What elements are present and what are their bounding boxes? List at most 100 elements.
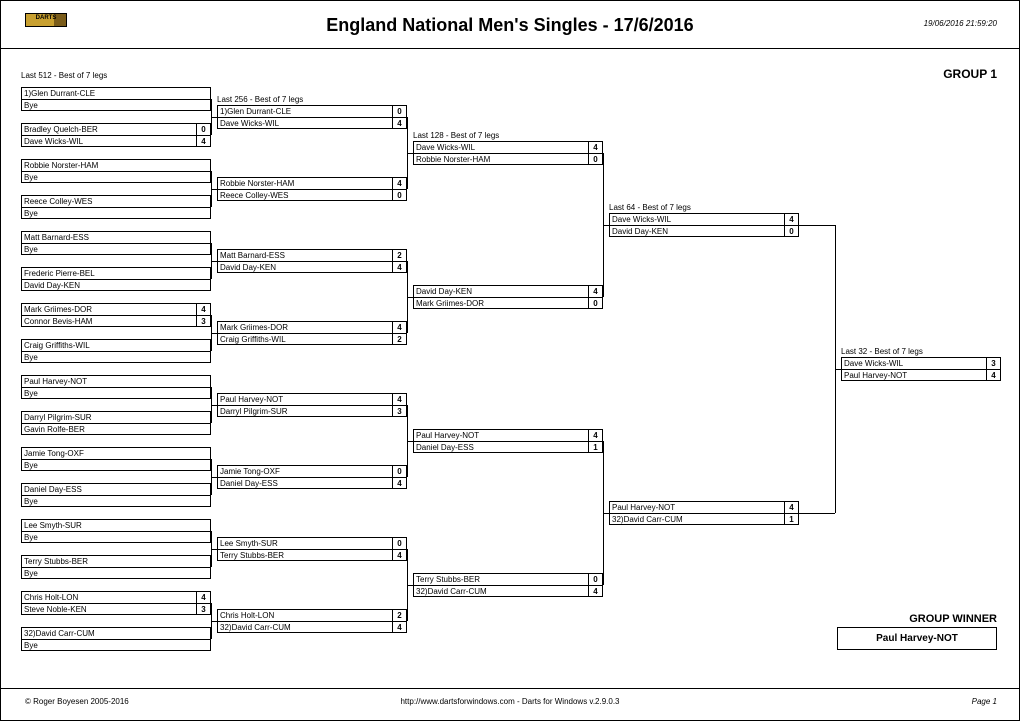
player-name: 32)David Carr-CUM: [22, 628, 210, 639]
r512-match: Bradley Quelch-BER0Dave Wicks-WIL4: [21, 123, 211, 147]
player-score: 0: [392, 190, 406, 200]
player-name: Paul Harvey-NOT: [414, 430, 588, 441]
page-header: DARTS England National Men's Singles - 1…: [1, 9, 1019, 49]
player-score: 4: [986, 370, 1000, 380]
r512-match: Daniel Day-ESSBye: [21, 483, 211, 507]
r128-match: David Day-KEN4Mark Griimes-DOR0: [413, 285, 603, 309]
r128-match: Paul Harvey-NOT4Daniel Day-ESS1: [413, 429, 603, 453]
player-name: Terry Stubbs-BER: [414, 574, 588, 585]
player-score: 4: [588, 586, 602, 596]
player-score: 0: [196, 124, 210, 135]
r512-match: 32)David Carr-CUMBye: [21, 627, 211, 651]
player-score: 4: [392, 178, 406, 189]
player-name: Gavin Rolfe-BER: [22, 424, 210, 434]
player-name: Paul Harvey-NOT: [842, 370, 986, 380]
r256-match: Lee Smyth-SUR0Terry Stubbs-BER4: [217, 537, 407, 561]
player-score: 4: [588, 430, 602, 441]
r256-match: Jamie Tong-OXF0Daniel Day-ESS4: [217, 465, 407, 489]
r256-match: Chris Holt-LON232)David Carr-CUM4: [217, 609, 407, 633]
player-name: 32)David Carr-CUM: [218, 622, 392, 632]
player-name: David Day-KEN: [218, 262, 392, 272]
r128-match: Dave Wicks-WIL4Robbie Norster-HAM0: [413, 141, 603, 165]
r512-match: Darryl Pilgrim-SURGavin Rolfe-BER: [21, 411, 211, 435]
player-name: Darryl Pilgrim-SUR: [22, 412, 210, 423]
player-name: Dave Wicks-WIL: [218, 118, 392, 128]
player-score: 3: [986, 358, 1000, 369]
player-name: Daniel Day-ESS: [218, 478, 392, 488]
player-name: Bye: [22, 496, 210, 506]
r64-match: Paul Harvey-NOT432)David Carr-CUM1: [609, 501, 799, 525]
player-score: 0: [392, 466, 406, 477]
page-footer: © Roger Boyesen 2005-2016 http://www.dar…: [1, 688, 1019, 712]
player-name: Paul Harvey-NOT: [22, 376, 210, 387]
player-name: Matt Barnard-ESS: [218, 250, 392, 261]
player-name: Bye: [22, 568, 210, 578]
print-timestamp: 19/06/2016 21:59:20: [924, 19, 997, 28]
round-label: Last 32 - Best of 7 legs: [841, 347, 923, 356]
player-name: Bye: [22, 100, 210, 110]
r512-match: Jamie Tong-OXFBye: [21, 447, 211, 471]
player-name: Bye: [22, 532, 210, 542]
player-name: Bye: [22, 208, 210, 218]
player-name: Matt Barnard-ESS: [22, 232, 210, 243]
player-name: 32)David Carr-CUM: [610, 514, 784, 524]
r512-match: Robbie Norster-HAMBye: [21, 159, 211, 183]
player-name: Dave Wicks-WIL: [842, 358, 986, 369]
footer-link: http://www.dartsforwindows.com - Darts f…: [1, 697, 1019, 706]
player-name: Darryl Pilgrim-SUR: [218, 406, 392, 416]
r512-match: Frederic Pierre-BELDavid Day-KEN: [21, 267, 211, 291]
player-score: 0: [588, 298, 602, 308]
round-label: Last 256 - Best of 7 legs: [217, 95, 303, 104]
player-name: Connor Bevis-HAM: [22, 316, 196, 326]
player-name: Daniel Day-ESS: [414, 442, 588, 452]
player-name: Robbie Norster-HAM: [414, 154, 588, 164]
player-name: Chris Holt-LON: [218, 610, 392, 621]
player-score: 4: [392, 478, 406, 488]
player-score: 4: [392, 394, 406, 405]
page-title: England National Men's Singles - 17/6/20…: [1, 15, 1019, 36]
r32-match: Dave Wicks-WIL3Paul Harvey-NOT4: [841, 357, 1001, 381]
player-name: Bradley Quelch-BER: [22, 124, 196, 135]
player-score: 4: [784, 502, 798, 513]
footer-page-number: Page 1: [972, 697, 997, 706]
player-name: Mark Griimes-DOR: [218, 322, 392, 333]
group-label: GROUP 1: [943, 67, 997, 81]
r512-match: Terry Stubbs-BERBye: [21, 555, 211, 579]
r512-match: Craig Griffiths-WILBye: [21, 339, 211, 363]
player-name: Bye: [22, 388, 210, 398]
r128-match: Terry Stubbs-BER032)David Carr-CUM4: [413, 573, 603, 597]
player-name: Paul Harvey-NOT: [610, 502, 784, 513]
player-name: Jamie Tong-OXF: [22, 448, 210, 459]
round-label: Last 512 - Best of 7 legs: [21, 71, 107, 80]
player-name: Paul Harvey-NOT: [218, 394, 392, 405]
player-name: Daniel Day-ESS: [22, 484, 210, 495]
r64-match: Dave Wicks-WIL4David Day-KEN0: [609, 213, 799, 237]
player-score: 2: [392, 334, 406, 344]
player-score: 4: [392, 262, 406, 272]
player-score: 2: [392, 250, 406, 261]
player-score: 0: [784, 226, 798, 236]
player-score: 1: [784, 514, 798, 524]
player-name: Reece Colley-WES: [22, 196, 210, 207]
player-score: 1: [588, 442, 602, 452]
player-score: 2: [392, 610, 406, 621]
player-name: Lee Smyth-SUR: [218, 538, 392, 549]
player-name: Terry Stubbs-BER: [22, 556, 210, 567]
player-name: David Day-KEN: [610, 226, 784, 236]
r512-match: Paul Harvey-NOTBye: [21, 375, 211, 399]
player-score: 4: [392, 118, 406, 128]
r512-match: Mark Griimes-DOR4Connor Bevis-HAM3: [21, 303, 211, 327]
player-name: Terry Stubbs-BER: [218, 550, 392, 560]
player-score: 3: [392, 406, 406, 416]
player-score: 4: [196, 304, 210, 315]
player-name: Dave Wicks-WIL: [22, 136, 196, 146]
player-score: 4: [196, 136, 210, 146]
player-score: 4: [196, 592, 210, 603]
round-label: Last 64 - Best of 7 legs: [609, 203, 691, 212]
player-score: 0: [392, 538, 406, 549]
r256-match: Mark Griimes-DOR4Craig Griffiths-WIL2: [217, 321, 407, 345]
player-name: Jamie Tong-OXF: [218, 466, 392, 477]
player-name: Lee Smyth-SUR: [22, 520, 210, 531]
player-name: David Day-KEN: [414, 286, 588, 297]
player-name: Reece Colley-WES: [218, 190, 392, 200]
